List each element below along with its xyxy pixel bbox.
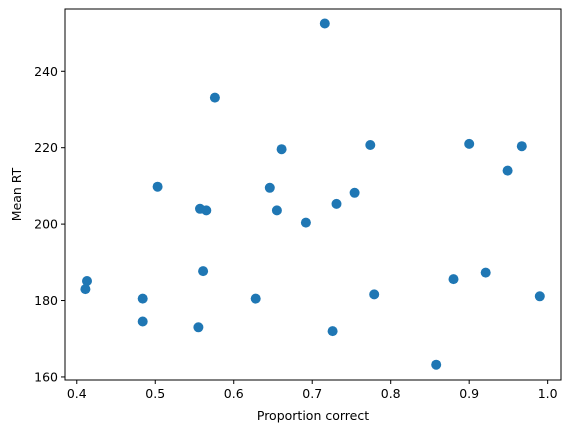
data-point bbox=[365, 140, 376, 150]
data-point bbox=[82, 276, 92, 286]
data-point bbox=[369, 289, 380, 300]
x-tick-label: 0.4 bbox=[67, 386, 87, 401]
data-point bbox=[209, 92, 220, 103]
data-point bbox=[448, 274, 459, 285]
x-axis-label: Proportion correct bbox=[257, 408, 369, 423]
data-point bbox=[349, 187, 360, 198]
x-tick-label: 0.9 bbox=[459, 386, 479, 401]
data-point bbox=[502, 165, 513, 176]
data-point bbox=[198, 266, 209, 277]
x-tick-label: 0.8 bbox=[381, 386, 401, 401]
data-point bbox=[271, 205, 282, 216]
x-tick-label: 0.5 bbox=[145, 386, 165, 401]
y-tick-label: 200 bbox=[34, 217, 58, 232]
data-point bbox=[264, 182, 275, 193]
data-point bbox=[327, 326, 338, 337]
y-tick-label: 160 bbox=[34, 369, 58, 384]
data-point bbox=[276, 144, 287, 155]
data-point bbox=[319, 18, 330, 29]
data-point bbox=[331, 198, 342, 209]
data-point bbox=[201, 205, 212, 216]
x-tick-label: 0.6 bbox=[224, 386, 244, 401]
data-point bbox=[80, 284, 91, 295]
y-tick-label: 240 bbox=[34, 64, 58, 79]
data-point bbox=[516, 141, 527, 152]
data-point bbox=[431, 359, 442, 370]
y-tick-label: 220 bbox=[34, 140, 58, 155]
x-tick-label: 0.7 bbox=[302, 386, 322, 401]
y-axis-label: Mean RT bbox=[9, 167, 24, 221]
data-point bbox=[534, 291, 545, 302]
data-point bbox=[480, 267, 491, 278]
y-axis-ticks: 160 180 200 220 240 bbox=[34, 64, 65, 384]
data-point bbox=[137, 293, 148, 304]
data-point bbox=[137, 316, 148, 327]
data-point bbox=[250, 293, 261, 304]
data-point bbox=[464, 138, 475, 149]
data-point bbox=[300, 217, 311, 228]
data-point bbox=[152, 181, 163, 192]
x-axis-ticks: 0.4 0.5 0.6 0.7 0.8 0.9 1.0 bbox=[67, 380, 558, 401]
data-points bbox=[80, 18, 545, 370]
data-point bbox=[193, 322, 204, 333]
plot-frame bbox=[64, 8, 562, 381]
y-tick-label: 180 bbox=[34, 293, 58, 308]
x-tick-label: 1.0 bbox=[538, 386, 558, 401]
